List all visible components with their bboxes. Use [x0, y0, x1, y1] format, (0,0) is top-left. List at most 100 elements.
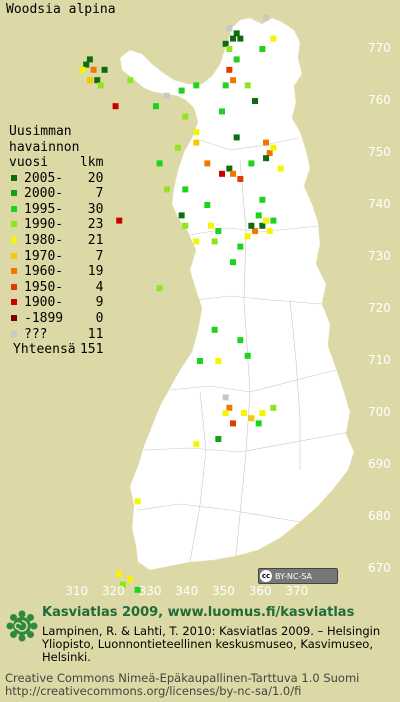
legend-count: 0 — [95, 310, 104, 326]
y-axis-tick-label: 720 — [368, 301, 391, 315]
legend-header-line1: Uusimman — [9, 124, 72, 139]
observation-square — [259, 46, 266, 52]
legend-total-label: Yhteensä — [13, 342, 76, 358]
observation-square — [226, 165, 233, 172]
observation-square — [94, 77, 101, 84]
observation-square — [193, 441, 200, 448]
observation-square — [248, 160, 255, 167]
observation-square — [215, 436, 222, 442]
observation-squares — [79, 14, 284, 593]
legend-count: 7 — [95, 186, 104, 202]
y-axis-tick-label: 730 — [368, 249, 391, 263]
observation-square — [237, 35, 244, 42]
legend-row: 2005- 20 — [9, 170, 103, 187]
observation-square — [241, 410, 248, 416]
observation-square — [266, 228, 273, 234]
observation-square — [211, 326, 218, 333]
legend-swatch — [11, 174, 17, 181]
observation-square — [79, 66, 86, 73]
cc-license-badge[interactable]: cc BY-NC-SA — [258, 568, 338, 584]
cc-icon: cc — [260, 570, 272, 582]
observation-square — [270, 144, 277, 151]
legend-count: 4 — [95, 279, 104, 295]
observation-square — [222, 410, 229, 416]
observation-square — [230, 77, 237, 84]
legend-count: 19 — [87, 264, 104, 280]
observation-square — [193, 129, 200, 136]
observation-square — [226, 404, 233, 411]
observation-square — [259, 410, 266, 416]
legend-period-label: -1899 — [24, 310, 64, 326]
observation-square — [263, 139, 270, 146]
legend-swatch — [11, 252, 17, 259]
observation-square — [207, 222, 214, 229]
y-axis-tick-label: 680 — [368, 509, 391, 523]
observation-square — [255, 420, 262, 427]
observation-square — [237, 337, 244, 344]
observation-square — [127, 77, 134, 84]
legend-swatch — [11, 221, 17, 228]
observation-square — [230, 259, 237, 266]
observation-square — [237, 243, 244, 250]
observation-square — [156, 160, 163, 167]
legend-period-label: 1950- — [24, 279, 64, 295]
observation-square — [211, 238, 218, 245]
legend-header-line3: vuosi — [9, 155, 49, 170]
observation-square — [86, 77, 93, 84]
legend-period-label: 1980- — [24, 232, 64, 248]
observation-square — [222, 394, 229, 401]
observation-square — [119, 581, 126, 588]
footer-headline[interactable]: Kasviatlas 2009, www.luomus.fi/kasviatla… — [42, 605, 355, 620]
observation-square — [204, 202, 211, 208]
legend-count: 7 — [95, 248, 104, 264]
y-axis-tick-label: 670 — [368, 561, 391, 575]
observation-square — [255, 212, 262, 219]
legend-period-label: 1960- — [24, 264, 64, 280]
legend-row: 1995- 30 — [9, 202, 103, 218]
observation-square — [230, 35, 237, 42]
legend-swatch — [11, 236, 17, 243]
observation-square — [193, 238, 200, 245]
observation-square — [174, 144, 181, 151]
observation-square — [163, 186, 170, 193]
observation-square — [263, 155, 270, 162]
footer-license: Creative Commons Nimeä-Epäkaupallinen-Ta… — [5, 672, 359, 698]
observation-square — [182, 222, 189, 229]
observation-square — [182, 186, 189, 193]
observation-square — [152, 103, 159, 110]
observation-square — [248, 415, 255, 422]
observation-square — [277, 165, 284, 172]
distribution-map — [79, 14, 355, 593]
species-title: Woodsia alpina — [6, 2, 116, 17]
observation-square — [233, 134, 240, 141]
observation-square — [116, 217, 123, 224]
legend-total: Yhteensä 151 — [9, 342, 103, 358]
observation-square — [259, 222, 266, 229]
y-axis-tick-label: 710 — [368, 353, 391, 367]
legend-count: 9 — [95, 295, 104, 311]
legend-row: 1980- 21 — [9, 232, 103, 249]
y-axis-tick-label: 740 — [368, 197, 391, 211]
observation-square — [222, 40, 229, 47]
observation-square — [226, 66, 233, 73]
legend-period-label: 2005- — [24, 170, 64, 186]
observation-square — [244, 82, 251, 89]
observation-square — [193, 139, 200, 146]
legend-swatch — [11, 205, 17, 212]
legend-swatch — [11, 268, 17, 275]
observation-square — [215, 358, 222, 364]
observation-square — [230, 170, 237, 177]
kasviatlas-logo-icon — [6, 610, 38, 642]
observation-square — [204, 160, 211, 167]
legend-row: 1960- 19 — [9, 264, 103, 280]
observation-square — [270, 35, 277, 42]
license-line-2[interactable]: http://creativecommons.org/licenses/by-n… — [5, 684, 302, 698]
observation-square — [178, 87, 185, 94]
observation-square — [83, 61, 90, 68]
footer-citation: Lampinen, R. & Lahti, T. 2010: Kasviatla… — [42, 624, 381, 664]
legend-count: 21 — [87, 232, 104, 248]
observation-square — [230, 420, 237, 427]
legend-period-label: 1990- — [24, 217, 64, 233]
y-axis-tick-label: 770 — [368, 41, 391, 55]
observation-square — [116, 571, 123, 578]
